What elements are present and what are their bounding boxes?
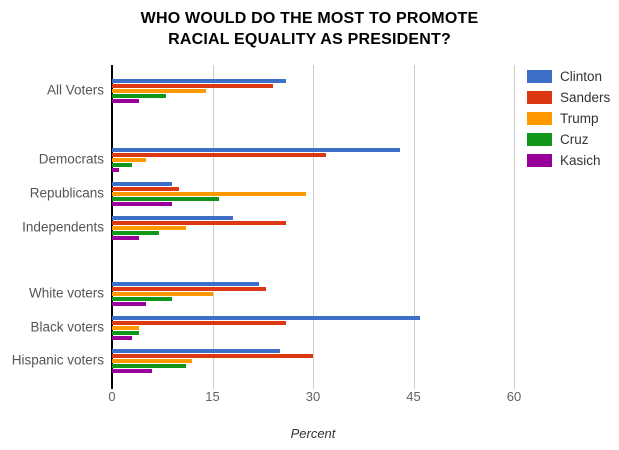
chart-title-line1: WHO WOULD DO THE MOST TO PROMOTE <box>140 10 479 27</box>
chart-title-line2: RACIAL EQUALITY AS PRESIDENT? <box>168 31 451 48</box>
tick-15 <box>212 385 214 389</box>
legend-swatch-sanders <box>527 91 552 104</box>
bar-clinton-6[interactable] <box>112 349 280 353</box>
category-label-white-voters: White voters <box>28 285 104 301</box>
bar-kasich-3[interactable] <box>112 236 139 240</box>
legend-swatch-clinton <box>527 70 552 83</box>
bar-sanders-4[interactable] <box>112 287 267 291</box>
bar-sanders-2[interactable] <box>112 187 179 191</box>
bar-trump-0[interactable] <box>112 89 206 93</box>
category-label-independents: Independents <box>22 219 104 235</box>
tick-0 <box>111 385 113 389</box>
gridline-45 <box>413 65 415 385</box>
chart-title: WHO WOULD DO THE MOST TO PROMOTE RACIAL … <box>0 8 619 50</box>
bar-cruz-5[interactable] <box>112 331 139 335</box>
bar-trump-5[interactable] <box>112 326 139 330</box>
legend-item-sanders: Sanders <box>527 90 611 105</box>
bar-sanders-1[interactable] <box>112 153 327 157</box>
bar-group-black-voters <box>112 316 421 341</box>
bar-group-all-voters <box>112 79 287 104</box>
legend-label-kasich: Kasich <box>560 153 601 168</box>
bar-clinton-3[interactable] <box>112 216 233 220</box>
bar-clinton-2[interactable] <box>112 182 173 186</box>
bar-trump-4[interactable] <box>112 292 213 296</box>
bar-kasich-2[interactable] <box>112 202 173 206</box>
plot-area <box>111 65 515 389</box>
bar-kasich-0[interactable] <box>112 99 139 103</box>
category-label-democrats: Democrats <box>38 151 104 167</box>
bar-clinton-5[interactable] <box>112 316 421 320</box>
bar-clinton-4[interactable] <box>112 282 260 286</box>
bar-group-independents <box>112 216 287 241</box>
legend-label-trump: Trump <box>560 111 599 126</box>
bar-cruz-3[interactable] <box>112 231 159 235</box>
category-label-hispanic-voters: Hispanic voters <box>11 352 104 368</box>
category-label-republicans: Republicans <box>29 185 104 201</box>
x-tick-label-0: 0 <box>108 389 116 404</box>
legend-label-cruz: Cruz <box>560 132 589 147</box>
bar-cruz-2[interactable] <box>112 197 220 201</box>
tick-60 <box>514 385 515 389</box>
legend-label-clinton: Clinton <box>560 69 603 84</box>
bar-sanders-3[interactable] <box>112 221 287 225</box>
bar-trump-3[interactable] <box>112 226 186 230</box>
x-axis-title: Percent <box>290 426 336 441</box>
tick-30 <box>313 385 314 389</box>
legend-swatch-trump <box>527 112 552 125</box>
bar-clinton-1[interactable] <box>112 148 401 152</box>
legend-swatch-kasich <box>527 154 552 167</box>
gridline-60 <box>514 65 515 385</box>
bar-cruz-4[interactable] <box>112 297 173 301</box>
legend-label-sanders: Sanders <box>560 90 611 105</box>
x-tick-label-45: 45 <box>406 389 421 404</box>
bar-clinton-0[interactable] <box>112 79 287 83</box>
bar-trump-2[interactable] <box>112 192 307 196</box>
bar-sanders-5[interactable] <box>112 321 287 325</box>
bar-cruz-0[interactable] <box>112 94 166 98</box>
legend-item-cruz: Cruz <box>527 132 610 147</box>
bar-kasich-6[interactable] <box>112 369 153 373</box>
bar-kasich-1[interactable] <box>112 168 119 172</box>
x-tick-label-15: 15 <box>205 389 220 404</box>
legend-item-trump: Trump <box>527 111 610 126</box>
gridline-15 <box>212 65 214 385</box>
bar-group-democrats <box>112 148 401 173</box>
bar-trump-1[interactable] <box>112 158 146 162</box>
legend: Clinton Sanders Trump Cruz Kasich <box>527 69 611 175</box>
x-tick-label-30: 30 <box>305 389 321 404</box>
tick-45 <box>413 385 415 389</box>
category-label-black-voters: Black voters <box>30 319 104 335</box>
category-label-all-voters: All Voters <box>46 82 104 98</box>
bar-kasich-4[interactable] <box>112 302 146 306</box>
bar-group-white-voters <box>112 282 267 307</box>
bar-sanders-6[interactable] <box>112 354 313 358</box>
legend-item-clinton: Clinton <box>527 69 610 84</box>
bar-group-republicans <box>112 182 307 207</box>
bar-group-hispanic-voters <box>112 349 313 374</box>
gridline-30 <box>313 65 314 385</box>
legend-item-kasich: Kasich <box>527 153 610 168</box>
bar-kasich-5[interactable] <box>112 336 133 340</box>
legend-swatch-cruz <box>527 133 552 146</box>
x-tick-label-60: 60 <box>506 389 522 404</box>
bar-sanders-0[interactable] <box>112 84 273 88</box>
bar-cruz-1[interactable] <box>112 163 133 167</box>
bar-trump-6[interactable] <box>112 359 193 363</box>
bar-cruz-6[interactable] <box>112 364 186 368</box>
